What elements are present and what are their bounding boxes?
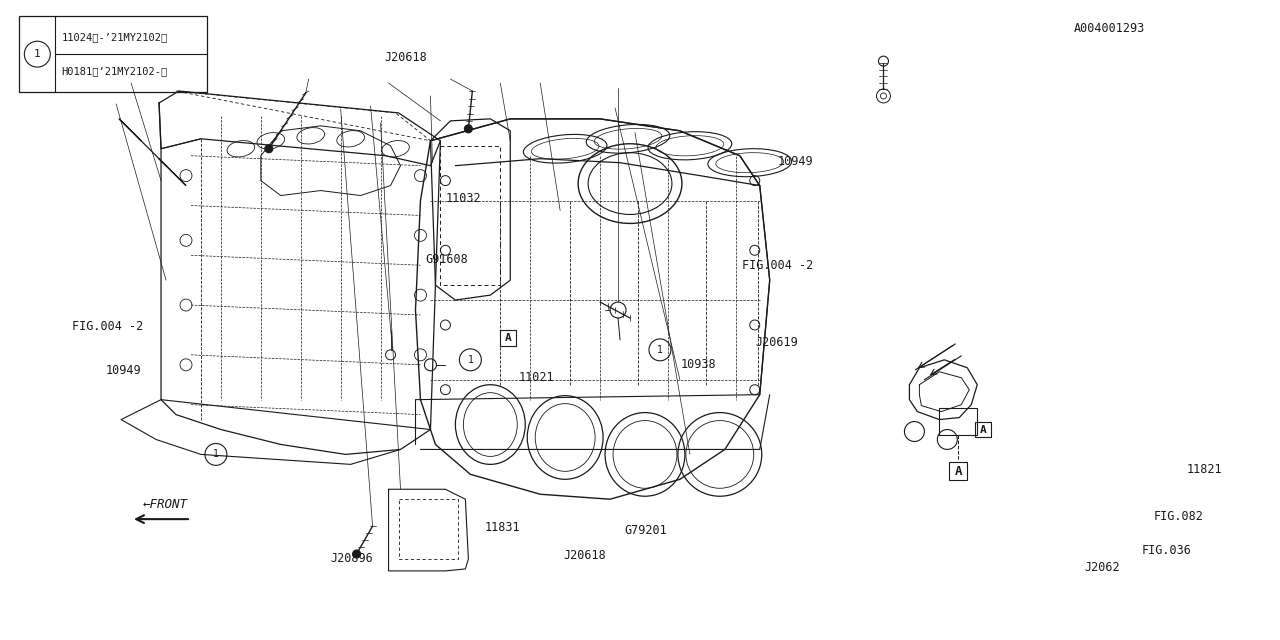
Text: 11032: 11032 (445, 193, 481, 205)
Text: FIG.004 -2: FIG.004 -2 (742, 259, 813, 273)
Text: 11831: 11831 (484, 520, 520, 534)
Circle shape (352, 550, 361, 558)
Circle shape (465, 125, 472, 133)
Text: 11021: 11021 (518, 371, 554, 384)
Text: J2062: J2062 (1084, 561, 1120, 573)
Bar (19, 17, 207, 92)
Text: 1: 1 (467, 355, 474, 365)
Bar (940, 408, 977, 435)
Text: A: A (504, 333, 512, 343)
Text: 10938: 10938 (681, 358, 717, 371)
Text: G91608: G91608 (425, 253, 468, 266)
Text: H0181（’21MY2102-）: H0181（’21MY2102-） (61, 67, 168, 77)
Text: FIG.036: FIG.036 (1142, 544, 1192, 557)
Text: 11024（-’21MY2102）: 11024（-’21MY2102） (61, 32, 168, 42)
Text: J20896: J20896 (332, 552, 374, 566)
Text: 1: 1 (212, 449, 219, 460)
Bar (500, 330, 516, 346)
Bar (975, 422, 991, 438)
Text: 11821: 11821 (1187, 463, 1222, 476)
Text: FIG.082: FIG.082 (1153, 510, 1203, 523)
Bar (950, 462, 968, 480)
Text: FIG.004 -2: FIG.004 -2 (72, 320, 143, 333)
Text: 1: 1 (657, 345, 663, 355)
Text: A004001293: A004001293 (1074, 22, 1146, 35)
Text: A: A (955, 465, 963, 478)
Text: ←FRONT: ←FRONT (143, 498, 188, 511)
Text: J20618: J20618 (563, 549, 607, 563)
Text: 1: 1 (35, 49, 41, 59)
Text: 10949: 10949 (778, 156, 814, 168)
Text: A: A (980, 424, 987, 435)
Text: J20618: J20618 (384, 51, 428, 64)
Circle shape (265, 145, 273, 153)
Text: J20619: J20619 (755, 336, 797, 349)
Text: 10949: 10949 (106, 364, 142, 378)
Text: G79201: G79201 (625, 524, 667, 537)
